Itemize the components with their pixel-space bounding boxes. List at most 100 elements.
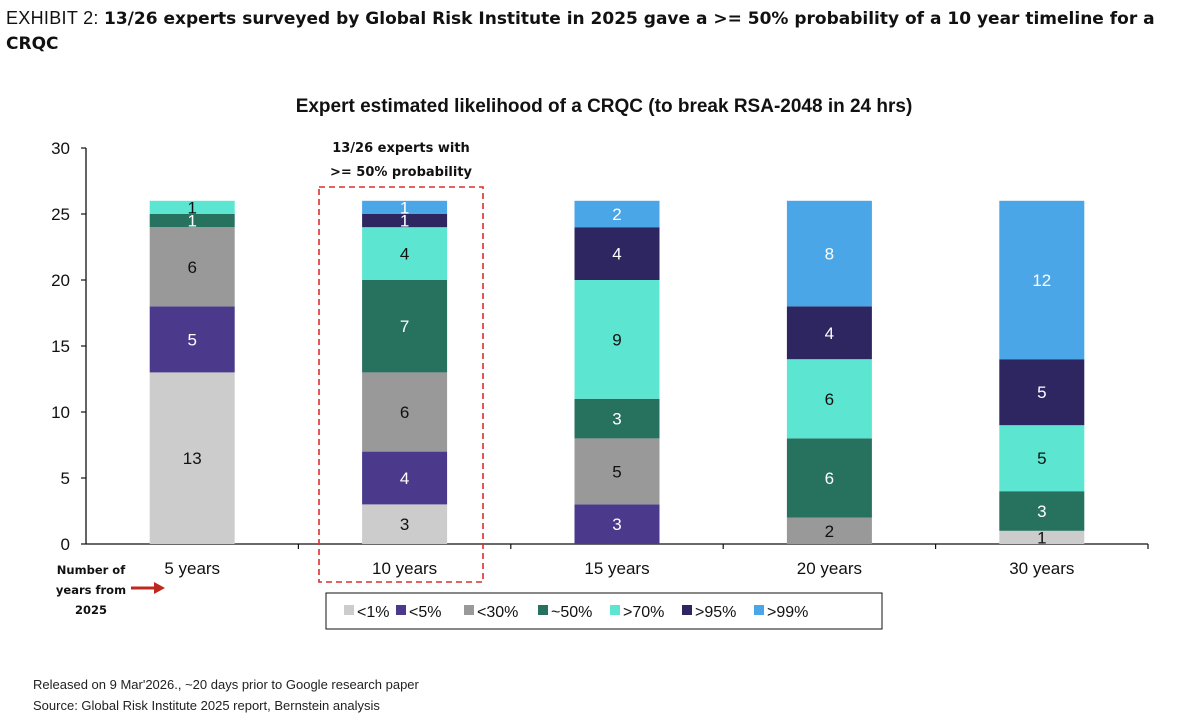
data-label: 6 — [400, 403, 409, 422]
data-label: 4 — [612, 245, 621, 264]
annotation-line1: 13/26 experts with — [332, 141, 470, 156]
data-label: 4 — [400, 469, 409, 488]
bar-segment — [999, 530, 1085, 544]
y-tick-label: 0 — [61, 535, 70, 554]
red-arrow-icon — [131, 582, 165, 594]
data-label: 13 — [183, 449, 202, 468]
bar-segment — [362, 214, 448, 228]
legend-label: >99% — [767, 604, 808, 621]
bar-segment — [574, 504, 660, 544]
bar-segment — [362, 200, 448, 214]
legend-label: ~50% — [551, 604, 592, 621]
data-label: 4 — [825, 324, 834, 343]
data-label: 1 — [187, 198, 196, 217]
legend-label: <5% — [409, 604, 441, 621]
highlight-box — [318, 186, 484, 583]
footnote-source: Source: Global Risk Institute 2025 repor… — [33, 698, 380, 713]
legend-swatch — [396, 605, 406, 615]
data-label: 2 — [825, 522, 834, 541]
x-tick-label: 20 years — [797, 559, 862, 578]
y-tick-label: 30 — [51, 139, 70, 158]
exhibit-headline: EXHIBIT 2: 13/26 experts surveyed by Glo… — [6, 6, 1186, 56]
chart-bars — [149, 200, 1085, 544]
bar-segment — [149, 372, 235, 544]
bar-segment — [574, 280, 660, 399]
data-label: 4 — [400, 245, 409, 264]
bar-segment — [149, 227, 235, 307]
data-label: 2 — [612, 205, 621, 224]
x-axis-note-line3: 2025 — [75, 603, 107, 617]
legend-swatch — [682, 605, 692, 615]
exhibit-title: 13/26 experts surveyed by Global Risk In… — [6, 9, 1155, 54]
bar-segment — [362, 227, 448, 280]
bar-segment — [574, 398, 660, 439]
x-tick-label: 5 years — [164, 559, 220, 578]
chart-legend: <1% <5% <30% ~50% >70% >95% >99% — [344, 604, 808, 621]
x-tick-label: 15 years — [584, 559, 649, 578]
legend-swatch — [610, 605, 620, 615]
bar-segment — [999, 491, 1085, 531]
x-tick-label: 10 years — [372, 559, 437, 578]
bar-segment — [149, 200, 235, 214]
bar-segment — [574, 200, 660, 228]
data-label: 5 — [612, 462, 621, 481]
data-label: 5 — [1037, 449, 1046, 468]
data-label: 1 — [400, 212, 409, 231]
legend-label: <30% — [477, 604, 518, 621]
data-label: 9 — [612, 330, 621, 349]
bar-segment — [999, 200, 1085, 360]
x-tick-label: 30 years — [1009, 559, 1074, 578]
data-label: 7 — [400, 317, 409, 336]
data-label: 1 — [187, 212, 196, 231]
stacked-bar-chart: Expert estimated likelihood of a CRQC (t… — [51, 96, 1149, 630]
bar-segment — [149, 306, 235, 373]
bar-segment — [786, 517, 872, 544]
bar-segment — [786, 359, 872, 439]
y-tick-label: 15 — [51, 337, 70, 356]
data-label: 6 — [825, 469, 834, 488]
bar-segment — [786, 438, 872, 518]
data-label: 1 — [400, 198, 409, 217]
y-tick-label: 25 — [51, 205, 70, 224]
data-label: 3 — [1037, 502, 1046, 521]
y-tick-label: 20 — [51, 271, 70, 290]
bar-segment — [574, 227, 660, 280]
legend-swatch — [464, 605, 474, 615]
bar-segment — [362, 280, 448, 373]
bar-segment — [362, 451, 448, 505]
y-tick-label: 10 — [51, 403, 70, 422]
exhibit-label: EXHIBIT 2: — [6, 8, 105, 28]
data-label: 3 — [612, 515, 621, 534]
chart-title: Expert estimated likelihood of a CRQC (t… — [296, 96, 913, 117]
bar-segment — [999, 425, 1085, 492]
bar-segment — [149, 214, 235, 228]
bar-segment — [786, 306, 872, 360]
legend-swatch — [754, 605, 764, 615]
footnote-release: Released on 9 Mar'2026., ~20 days prior … — [33, 677, 419, 692]
legend-swatch — [344, 605, 354, 615]
legend-box — [325, 592, 883, 630]
data-label: 6 — [187, 258, 196, 277]
data-label: 3 — [612, 410, 621, 429]
x-axis-note-line1: Number of — [57, 563, 126, 577]
y-tick-label: 5 — [61, 469, 70, 488]
data-label: 1 — [1037, 528, 1046, 547]
legend-label: <1% — [357, 604, 389, 621]
legend-label: >70% — [623, 604, 664, 621]
bar-segment — [362, 504, 448, 544]
bar-segment — [574, 438, 660, 505]
data-label: 3 — [400, 515, 409, 534]
x-axis-note-line2: years from — [56, 583, 126, 597]
data-label: 5 — [187, 330, 196, 349]
bar-segment — [999, 359, 1085, 426]
bar-segment — [786, 200, 872, 307]
annotation-line2: >= 50% probability — [330, 165, 473, 180]
bar-segment — [362, 372, 448, 452]
data-label: 12 — [1032, 271, 1051, 290]
data-label: 8 — [825, 245, 834, 264]
data-label: 5 — [1037, 383, 1046, 402]
legend-label: >95% — [695, 604, 736, 621]
data-label: 6 — [825, 390, 834, 409]
